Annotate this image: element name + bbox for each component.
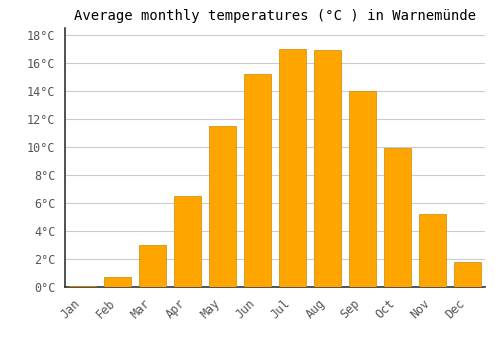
Bar [174,196,201,287]
Bar [454,262,480,287]
Bar [350,91,376,287]
Bar [70,286,96,287]
Bar [140,245,166,287]
Bar [244,74,270,287]
Bar [104,277,130,287]
Bar [280,49,305,287]
Bar [420,214,446,287]
Bar [314,50,340,287]
Bar [210,126,236,287]
Title: Average monthly temperatures (°C ) in Warnemünde: Average monthly temperatures (°C ) in Wa… [74,9,476,23]
Bar [384,148,410,287]
